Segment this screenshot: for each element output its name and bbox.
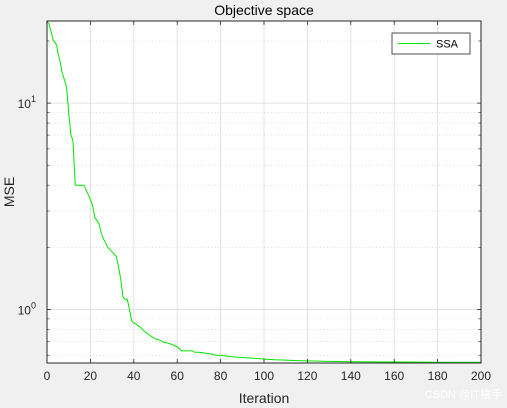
- x-axis-title: Iteration: [239, 390, 290, 406]
- chart-title: Objective space: [214, 2, 314, 18]
- x-tick-label: 40: [127, 369, 141, 383]
- legend[interactable]: SSA: [391, 32, 471, 55]
- y-axis-title: MSE: [1, 177, 17, 207]
- x-tick-label: 120: [297, 369, 317, 383]
- x-tick-label: 180: [428, 369, 448, 383]
- x-tick-label: 20: [84, 369, 98, 383]
- series-line-ssa: [46, 20, 481, 363]
- x-tick-label: 60: [171, 369, 185, 383]
- x-tick-label: 140: [341, 369, 361, 383]
- legend-box: [391, 32, 471, 55]
- grid: [46, 21, 482, 363]
- series-layer: [46, 20, 481, 363]
- y-tick-label: 100: [18, 300, 36, 317]
- x-tick-label: 160: [384, 369, 404, 383]
- x-tick-label: 0: [44, 369, 51, 383]
- legend-label-ssa: SSA: [436, 39, 459, 51]
- x-tick-label: 80: [214, 369, 228, 383]
- x-tick-label: 200: [471, 369, 491, 383]
- y-tick-label: 101: [18, 94, 36, 111]
- ticks: 0 20 40 60 80 100 120 140 160 180 200 100 101: [18, 21, 491, 383]
- watermark: CSDN @IT猿手: [425, 387, 502, 401]
- x-tick-label: 100: [254, 369, 274, 383]
